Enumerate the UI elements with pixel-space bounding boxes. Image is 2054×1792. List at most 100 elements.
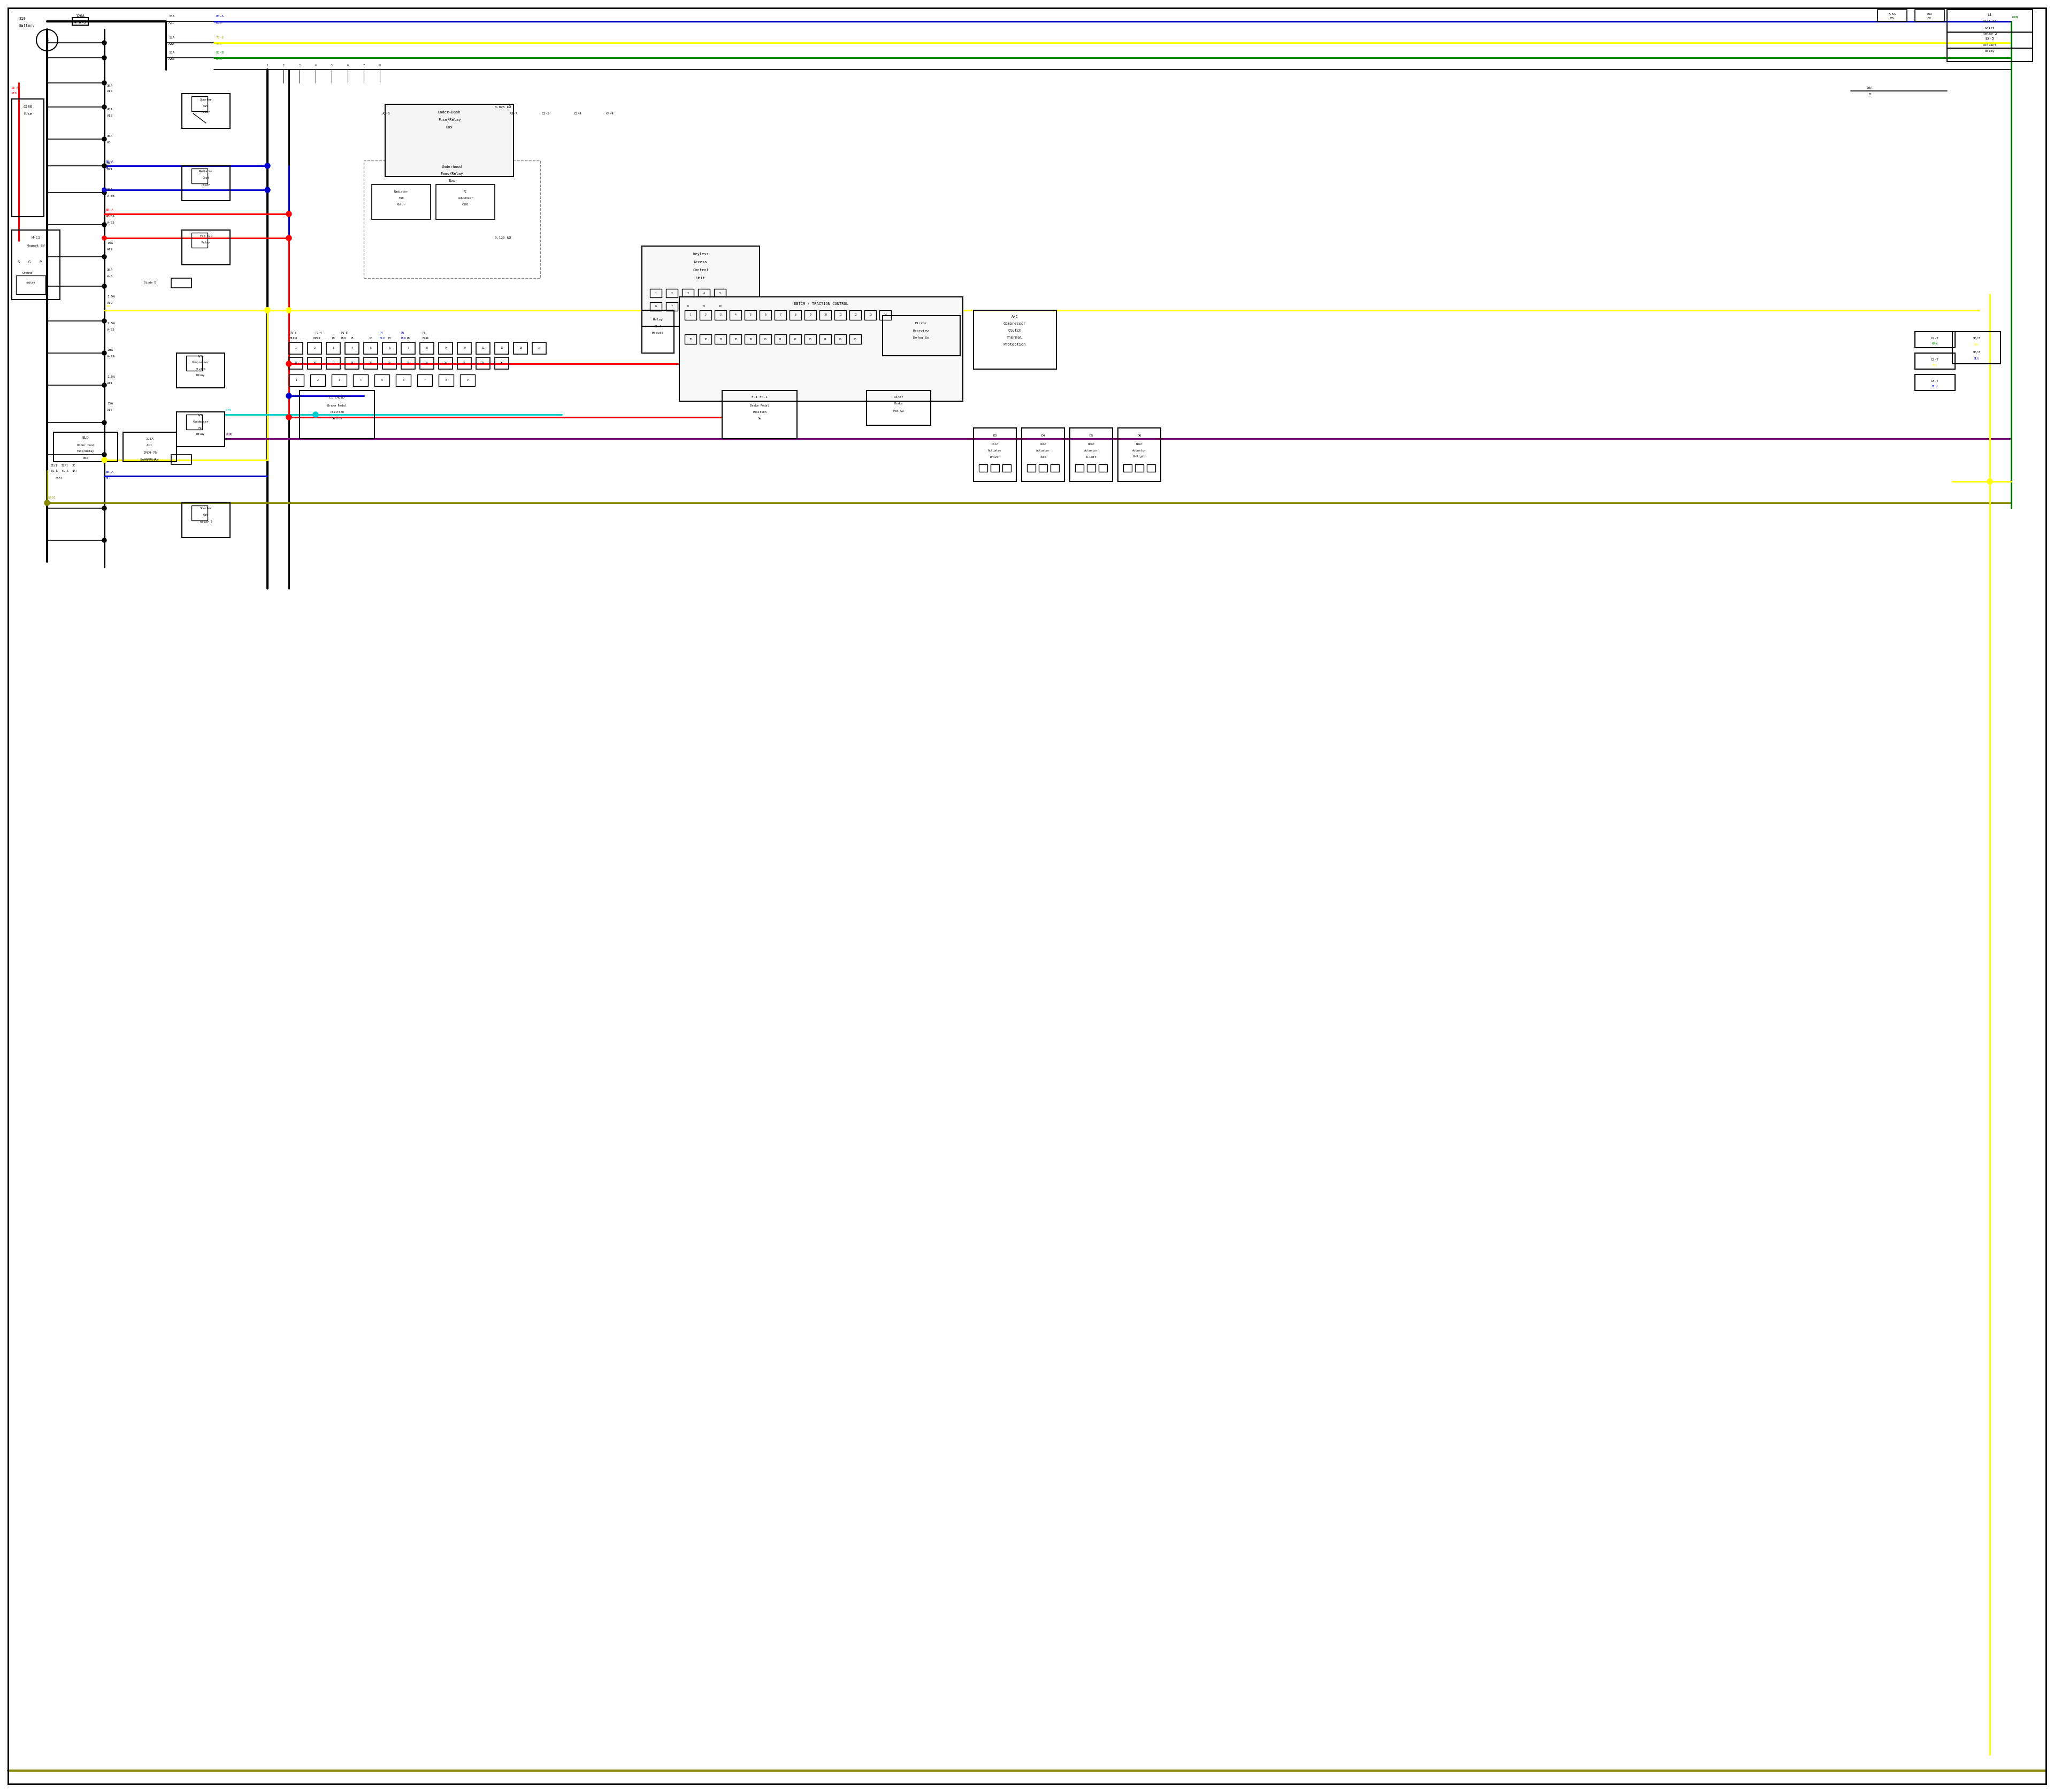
Bar: [684, 310, 696, 321]
Bar: [177, 412, 224, 446]
Text: A-6: A-6: [107, 274, 113, 278]
Text: A22: A22: [168, 43, 175, 45]
Bar: [12, 99, 43, 217]
Text: 7E-B: 7E-B: [216, 36, 224, 39]
Bar: [372, 185, 431, 219]
Text: Switch: Switch: [333, 418, 343, 419]
Bar: [1947, 32, 2033, 61]
Bar: [1947, 9, 2033, 48]
Text: F-1 F4-1: F-1 F4-1: [752, 396, 768, 400]
Text: A21: A21: [107, 168, 113, 170]
Bar: [308, 357, 322, 369]
Text: 0.125 kΩ: 0.125 kΩ: [495, 237, 511, 240]
Text: 20A: 20A: [107, 349, 113, 351]
Bar: [345, 342, 359, 355]
Text: P2: P2: [312, 337, 316, 339]
Text: 22: 22: [425, 362, 429, 364]
Circle shape: [286, 414, 292, 419]
Text: Relay: Relay: [197, 375, 205, 376]
Bar: [419, 357, 433, 369]
Bar: [1914, 9, 1945, 22]
Text: P7: P7: [388, 337, 390, 339]
Text: fuse: fuse: [23, 113, 33, 115]
Bar: [308, 342, 322, 355]
Text: 30A: 30A: [107, 84, 113, 88]
Text: Actuator: Actuator: [1085, 450, 1099, 452]
Text: Relay: Relay: [201, 111, 210, 113]
Text: YEL: YEL: [1974, 344, 1980, 346]
Text: 21: 21: [407, 362, 409, 364]
Text: A2-5: A2-5: [382, 113, 390, 115]
Circle shape: [265, 163, 271, 168]
Text: P4: P4: [331, 337, 335, 339]
Text: C1 C4/87: C1 C4/87: [329, 396, 345, 400]
Text: 22: 22: [793, 339, 797, 340]
Text: 10: 10: [824, 314, 828, 317]
Bar: [495, 342, 509, 355]
Bar: [715, 303, 725, 310]
Text: Actuator: Actuator: [988, 450, 1002, 452]
Text: D4: D4: [1041, 435, 1045, 437]
Text: 24: 24: [462, 362, 466, 364]
Bar: [649, 289, 661, 297]
Circle shape: [103, 383, 107, 387]
Text: 20: 20: [388, 362, 390, 364]
Bar: [331, 375, 347, 387]
Text: C4/87: C4/87: [893, 396, 904, 398]
Text: 16: 16: [312, 362, 316, 364]
Bar: [760, 335, 772, 344]
Text: Shift: Shift: [1984, 27, 1994, 29]
Bar: [698, 289, 711, 297]
Bar: [170, 278, 191, 289]
Bar: [974, 428, 1017, 482]
Text: A-99: A-99: [107, 355, 115, 358]
Text: Cut: Cut: [203, 514, 210, 516]
Text: Under Hood: Under Hood: [76, 444, 94, 446]
Bar: [53, 432, 117, 462]
Bar: [191, 97, 207, 111]
Text: P1-5: P1-5: [341, 332, 349, 333]
Bar: [789, 310, 801, 321]
Bar: [364, 342, 378, 355]
Text: Compressor: Compressor: [1002, 323, 1027, 324]
Bar: [715, 310, 727, 321]
Text: Sensitivity: Sensitivity: [140, 459, 160, 461]
Text: R-Left: R-Left: [1087, 455, 1097, 459]
Text: D3: D3: [992, 435, 996, 437]
Text: Relay 2: Relay 2: [199, 520, 212, 523]
Text: BLU: BLU: [1974, 358, 1980, 360]
Circle shape: [1986, 478, 1992, 484]
Bar: [382, 342, 396, 355]
Circle shape: [103, 254, 107, 258]
Bar: [16, 276, 45, 294]
Bar: [879, 310, 891, 321]
Bar: [396, 375, 411, 387]
Text: switch: switch: [27, 281, 35, 283]
Bar: [458, 357, 470, 369]
Text: 2E/1: 2E/1: [62, 464, 68, 466]
Text: Driver: Driver: [990, 455, 1000, 459]
Bar: [440, 342, 452, 355]
Text: Box: Box: [448, 179, 456, 183]
Text: A/C: A/C: [1011, 315, 1019, 319]
Text: 8E-A: 8E-A: [12, 88, 18, 90]
Bar: [477, 342, 491, 355]
Bar: [1953, 332, 2001, 364]
Text: BLK: BLK: [423, 337, 427, 340]
Bar: [850, 335, 861, 344]
Bar: [729, 335, 741, 344]
Text: 30A: 30A: [107, 134, 113, 138]
Bar: [183, 167, 230, 201]
Text: Relay: Relay: [201, 183, 210, 186]
Bar: [649, 303, 661, 310]
Text: S: S: [18, 260, 21, 263]
Text: Module: Module: [651, 332, 663, 335]
Text: Actuator: Actuator: [1035, 450, 1050, 452]
Text: Rearview: Rearview: [914, 330, 928, 332]
Text: Starter: Starter: [199, 507, 212, 511]
Text: C3-7: C3-7: [1931, 358, 1939, 360]
Text: Ctrl: Ctrl: [653, 324, 661, 328]
Text: G001: G001: [55, 477, 62, 480]
Bar: [353, 375, 368, 387]
Text: YL S: YL S: [62, 470, 68, 471]
